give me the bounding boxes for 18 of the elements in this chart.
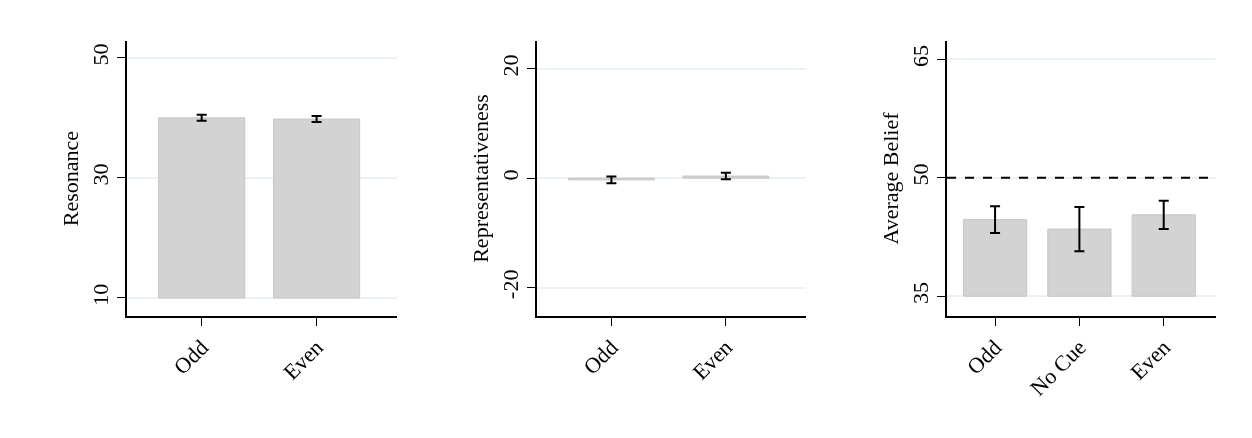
y-tick-label: 0 <box>498 169 524 181</box>
y-tick-label: 65 <box>908 44 934 67</box>
x-tick-label: Odd <box>168 334 213 380</box>
y-tick-label: 35 <box>908 281 934 304</box>
y-tick-label: 20 <box>498 54 524 77</box>
y-tick-label: 50 <box>908 163 934 186</box>
y-axis-title: Representativeness <box>467 94 493 263</box>
x-tick-label: Odd <box>578 334 623 380</box>
y-tick-label: -20 <box>498 269 524 299</box>
y-tick-label: 50 <box>88 43 114 66</box>
y-axis-title: Average Belief <box>877 111 903 245</box>
x-tick-label: Odd <box>961 334 1007 380</box>
y-tick-label: 30 <box>88 163 114 186</box>
x-tick-label: Even <box>1125 334 1176 385</box>
y-tick-label: 10 <box>88 283 114 306</box>
x-tick-label: Even <box>278 334 328 385</box>
y-axis-title: Resonance <box>57 130 83 227</box>
x-tick-label: No Cue <box>1025 334 1091 401</box>
